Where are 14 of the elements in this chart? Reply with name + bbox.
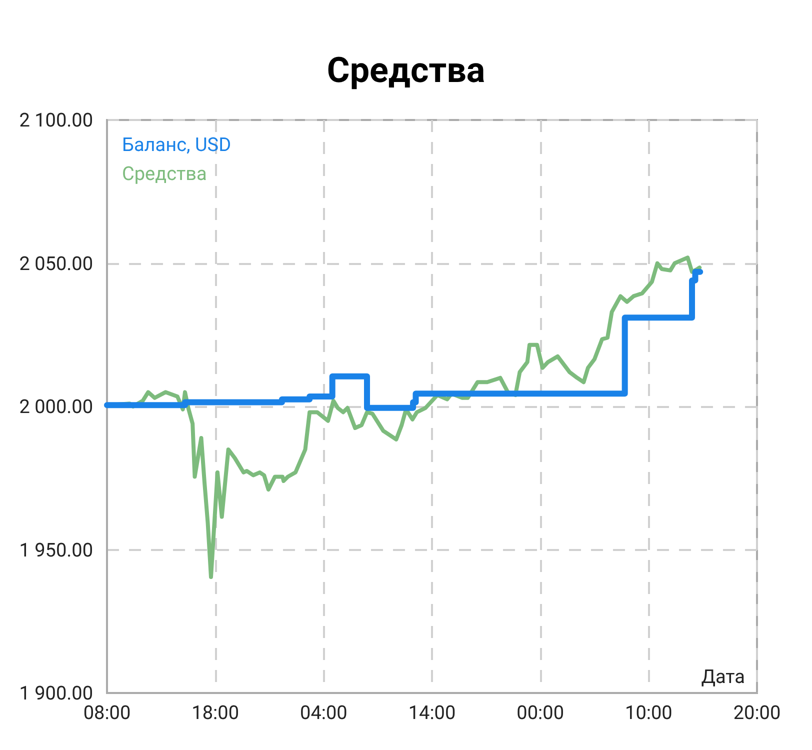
text: Баланс, USD xyxy=(122,133,232,156)
x-axis-title: Дата xyxy=(701,665,746,688)
x-tick-label: 04:00 xyxy=(300,701,348,724)
x-tick-label: 10:00 xyxy=(625,701,672,724)
x-tick-label: 00:00 xyxy=(516,701,564,724)
x-tick-label: 18:00 xyxy=(192,701,239,724)
x-tick-label: 14:00 xyxy=(408,701,456,724)
y-tick-label: 1 950.00 xyxy=(19,538,93,562)
y-tick-label: 2 100.00 xyxy=(19,108,93,132)
x-tick-label: 20:00 xyxy=(733,701,781,724)
text: Средства xyxy=(122,162,207,185)
chart-title: Средства xyxy=(326,50,486,91)
y-tick-label: 2 050.00 xyxy=(19,252,93,275)
y-tick-label: 2 000.00 xyxy=(19,395,93,418)
